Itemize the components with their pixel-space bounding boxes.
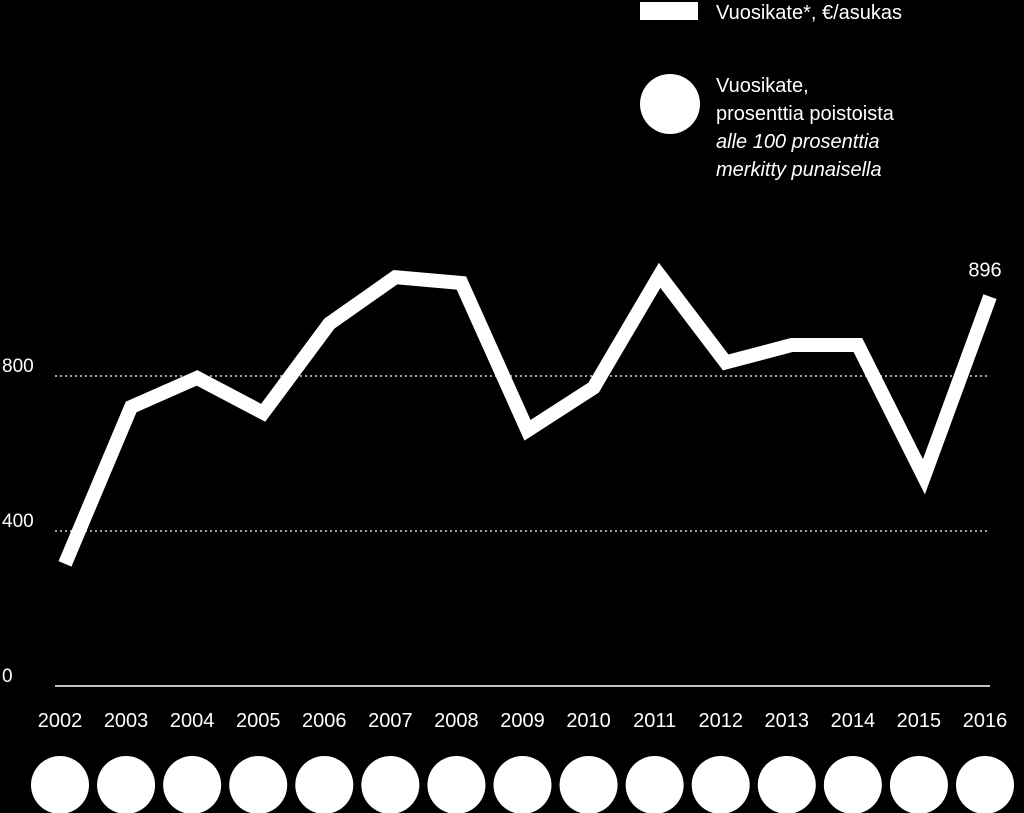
dot-2009 — [493, 756, 552, 813]
x-tick-label-2003: 2003 — [104, 710, 149, 732]
x-axis-tick-labels: 2002 2003 2004 2005 2006 2007 2008 2009 2010 2011… — [38, 710, 1008, 732]
dot-2012 — [691, 756, 750, 813]
x-tick-label-2002: 2002 — [38, 710, 83, 732]
x-tick-label-2015: 2015 — [897, 710, 942, 732]
end-value-label: 896 — [968, 260, 1001, 282]
x-tick-label-2007: 2007 — [368, 710, 413, 732]
x-tick-label-2013: 2013 — [765, 710, 810, 732]
y-axis-tick-labels: 0 400 800 — [2, 356, 34, 687]
percentage-dots-row — [31, 756, 1014, 813]
legend-dot-line-2: prosenttia poistoista — [716, 103, 894, 125]
legend-dot-line-3: alle 100 prosenttia — [716, 131, 880, 153]
x-tick-label-2011: 2011 — [633, 710, 676, 732]
legend-dot-line-4: merkitty punaisella — [716, 159, 882, 181]
y-tick-label-800: 800 — [2, 356, 34, 377]
x-tick-label-2016: 2016 — [963, 710, 1008, 732]
dot-2013 — [757, 756, 816, 813]
dot-2011 — [625, 756, 684, 813]
x-tick-label-2004: 2004 — [170, 710, 215, 732]
x-tick-label-2010: 2010 — [566, 710, 611, 732]
dot-2016 — [956, 756, 1014, 813]
dot-2003 — [97, 756, 156, 813]
legend-dot-swatch — [640, 74, 700, 134]
dot-2004 — [163, 756, 222, 813]
dot-2008 — [427, 756, 486, 813]
y-tick-label-0: 0 — [2, 666, 13, 687]
y-tick-label-400: 400 — [2, 511, 34, 532]
x-tick-label-2012: 2012 — [698, 710, 743, 732]
gridlines — [55, 375, 990, 532]
series-line-vuosikate — [58, 262, 997, 567]
x-tick-label-2006: 2006 — [302, 710, 347, 732]
x-tick-label-2008: 2008 — [434, 710, 479, 732]
x-tick-label-2009: 2009 — [500, 710, 545, 732]
legend-line-swatch — [640, 2, 698, 20]
legend-dot-line-1: Vuosikate, — [716, 75, 809, 97]
dot-2002 — [31, 756, 89, 813]
dot-2015 — [889, 756, 948, 813]
dot-2005 — [229, 756, 288, 813]
dot-2006 — [295, 756, 354, 813]
dot-2007 — [361, 756, 420, 813]
dot-2010 — [559, 756, 618, 813]
legend-line-label: Vuosikate*, €/asukas — [716, 2, 903, 24]
x-tick-label-2005: 2005 — [236, 710, 281, 732]
x-tick-label-2014: 2014 — [831, 710, 876, 732]
legend-dot-label: Vuosikate, prosenttia poistoista alle 10… — [716, 72, 894, 184]
dot-2014 — [823, 756, 882, 813]
